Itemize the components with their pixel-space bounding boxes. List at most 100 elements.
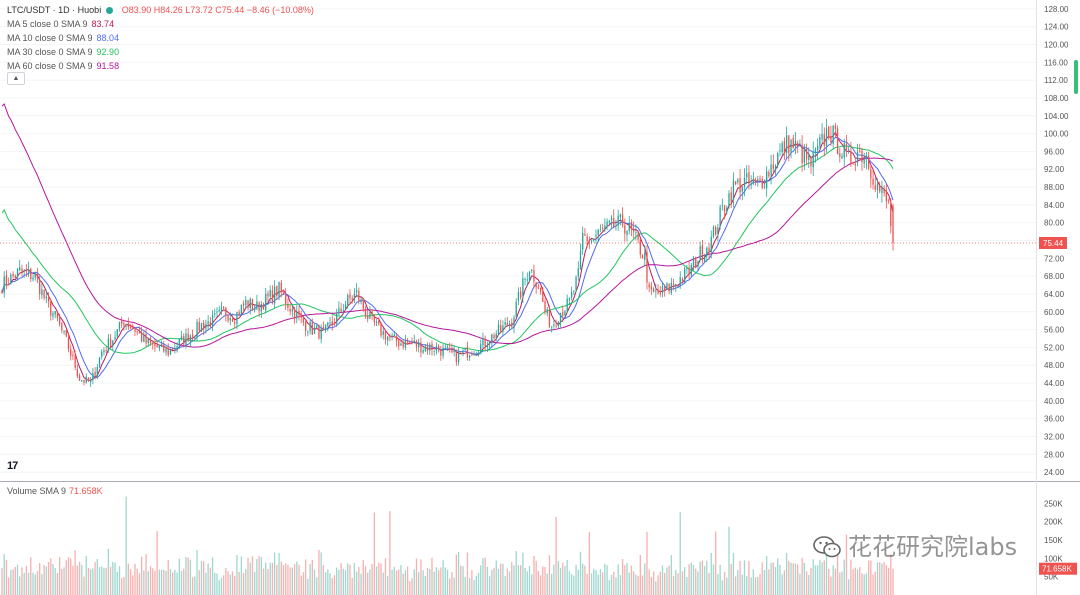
volume-bar — [659, 571, 661, 595]
volume-bar — [468, 578, 471, 595]
ma-row-5[interactable]: MA 5 close 0 SMA 9 83.74 — [7, 17, 314, 31]
volume-bar — [300, 575, 302, 595]
volume-bar — [342, 568, 344, 595]
volume-bar — [81, 564, 83, 595]
candle-body — [267, 293, 269, 297]
candle-body — [41, 289, 43, 296]
volume-value: 71.658K — [69, 486, 103, 496]
candle-body — [468, 355, 471, 358]
symbol-title[interactable]: LTC/USDT · 1D · Huobi — [7, 5, 102, 15]
candle-body — [351, 297, 353, 300]
volume-bar — [723, 571, 726, 595]
price-tick-label: 28.00 — [1044, 450, 1065, 459]
volume-bar — [404, 570, 407, 595]
volume-bar — [426, 567, 429, 595]
volume-bar — [278, 553, 280, 595]
ma-row-60[interactable]: MA 60 close 0 SMA 9 91.58 — [7, 59, 314, 73]
volume-bar — [701, 560, 704, 595]
candle-body — [156, 345, 158, 348]
volume-bar — [555, 517, 557, 595]
price-axis[interactable]: 128.00 124.00 120.00 116.00 112.00 108.00 104.… — [1036, 0, 1078, 595]
volume-bar — [641, 575, 644, 595]
candle-body — [413, 340, 415, 343]
candle-body — [174, 348, 176, 350]
candle-body — [644, 253, 646, 260]
candle-body — [229, 318, 231, 321]
volume-bar — [400, 565, 402, 595]
volume-bar — [535, 560, 537, 595]
candle-body — [524, 278, 526, 280]
volume-bar — [242, 573, 245, 595]
candle-body — [112, 340, 114, 347]
volume-bar — [267, 569, 269, 595]
candle-body — [619, 214, 622, 217]
candle-body — [542, 291, 544, 302]
candle-body — [121, 320, 123, 325]
candle-body — [218, 309, 220, 312]
candle-body — [114, 337, 116, 340]
collapse-legend-button[interactable]: ▲ — [7, 72, 25, 85]
candle-body — [535, 282, 537, 288]
candle-body — [737, 179, 739, 183]
ma-row-30[interactable]: MA 30 close 0 SMA 9 92.90 — [7, 45, 314, 59]
volume-bar — [360, 573, 362, 595]
volume-bar — [743, 560, 746, 595]
candle-body — [519, 291, 522, 298]
volume-title: Volume SMA 9 — [7, 486, 67, 496]
candle-body — [570, 292, 573, 298]
candle-body — [551, 326, 553, 328]
candle-body — [296, 311, 298, 319]
candle-body — [358, 290, 360, 301]
candle-body — [442, 347, 444, 356]
volume-bar — [254, 571, 256, 595]
volume-bar — [781, 574, 783, 595]
volume-bar — [386, 575, 389, 595]
volume-bar — [692, 564, 695, 595]
volume-bar — [850, 559, 852, 595]
volume-bar — [548, 555, 551, 595]
candle-body — [285, 294, 287, 304]
volume-bar — [582, 563, 584, 595]
candle-body — [355, 290, 358, 293]
candle-body — [626, 231, 628, 236]
candle-body — [628, 223, 630, 231]
volume-bar — [482, 558, 484, 595]
candle-body — [238, 312, 240, 315]
volume-bar — [302, 572, 305, 595]
volume-bar — [240, 556, 243, 595]
price-scale-handle[interactable] — [1074, 60, 1078, 94]
candle-body — [214, 313, 216, 315]
candle-body — [433, 350, 435, 352]
candle-body — [670, 282, 673, 293]
ma-row-10[interactable]: MA 10 close 0 SMA 9 88.04 — [7, 31, 314, 45]
last-volume-badge — [1039, 562, 1077, 575]
volume-bar — [471, 570, 473, 595]
volume-legend[interactable]: Volume SMA 9 71.658K — [7, 486, 103, 496]
volume-bar — [887, 567, 890, 595]
candle-body — [61, 323, 63, 331]
candle-body — [590, 240, 593, 242]
volume-bar — [180, 571, 183, 595]
volume-bar — [670, 555, 673, 595]
tradingview-logo[interactable]: 17 — [7, 460, 18, 472]
candle-body — [701, 245, 704, 261]
volume-bar — [599, 569, 602, 595]
volume-bar — [801, 557, 803, 595]
candle-body — [522, 278, 524, 297]
symbol-row[interactable]: LTC/USDT · 1D · Huobi O83.90 H84.26 L73.… — [7, 3, 314, 17]
volume-bar — [513, 565, 515, 595]
volume-bar — [710, 552, 712, 595]
volume-tick-label: 150K — [1044, 536, 1063, 545]
candle-body — [318, 324, 320, 339]
candle-body — [559, 313, 562, 323]
volume-bar — [553, 564, 555, 595]
volume-bar — [391, 569, 393, 595]
candle-body — [258, 302, 260, 312]
candle-body — [415, 341, 418, 347]
volume-bar — [338, 569, 340, 595]
volume-bar — [322, 565, 325, 595]
volume-bar — [116, 571, 118, 595]
volume-bar — [336, 567, 338, 595]
candle-body — [349, 294, 351, 299]
